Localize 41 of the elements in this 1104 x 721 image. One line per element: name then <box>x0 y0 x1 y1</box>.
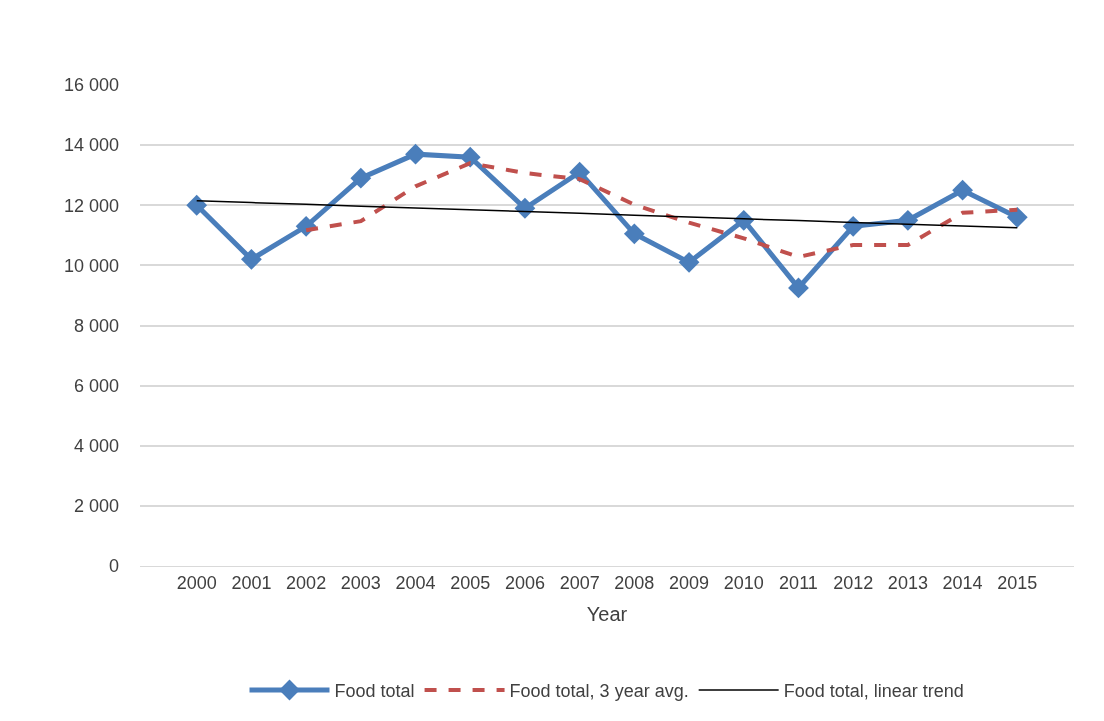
point <box>350 167 372 189</box>
point <box>514 197 536 219</box>
y-tick-label: 8 000 <box>73 315 119 336</box>
y-tick-label: 12 000 <box>63 195 119 216</box>
legend-label: Food total, linear trend <box>783 681 964 702</box>
point <box>952 179 973 201</box>
x-tick-label: 2006 <box>504 572 545 593</box>
x-tick-label: 2005 <box>450 572 491 593</box>
x-tick-label: 2011 <box>779 572 818 593</box>
point <box>842 215 864 237</box>
point <box>459 146 481 168</box>
x-tick-label: 2013 <box>887 572 928 593</box>
y-tick-label: 6 000 <box>73 375 119 396</box>
x-tick-label: 2010 <box>723 572 764 593</box>
x-tick-label: 2014 <box>942 572 983 593</box>
point <box>1006 206 1028 228</box>
legend-label: Food total <box>334 681 415 702</box>
point <box>186 194 208 216</box>
x-tick-label: 2004 <box>395 572 436 593</box>
point <box>623 223 645 245</box>
y-tick-label: 10 000 <box>63 255 119 276</box>
point <box>678 251 700 273</box>
y-tick-label: 0 <box>108 556 119 577</box>
point <box>405 143 426 165</box>
x-tick-label: 2008 <box>614 572 655 593</box>
point <box>788 277 809 299</box>
x-tick-label: 2000 <box>176 572 217 593</box>
x-tick-label: 2002 <box>286 572 327 593</box>
x-tick-label: 2009 <box>669 572 710 593</box>
x-axis-title: Year <box>586 603 628 626</box>
x-tick-label: 2003 <box>340 572 381 593</box>
x-tick-label: 2007 <box>559 572 600 593</box>
y-tick-label: 2 000 <box>73 496 119 517</box>
point <box>241 248 262 270</box>
x-tick-label: 2012 <box>833 572 874 593</box>
y-tick-label: 14 000 <box>63 135 119 156</box>
legend-label: Food total, 3 year avg. <box>509 681 689 702</box>
y-tick-label: 16 000 <box>63 75 119 96</box>
x-tick-label: 2015 <box>997 572 1038 593</box>
y-tick-label: 4 000 <box>73 436 119 457</box>
x-tick-label: 2001 <box>231 572 272 593</box>
